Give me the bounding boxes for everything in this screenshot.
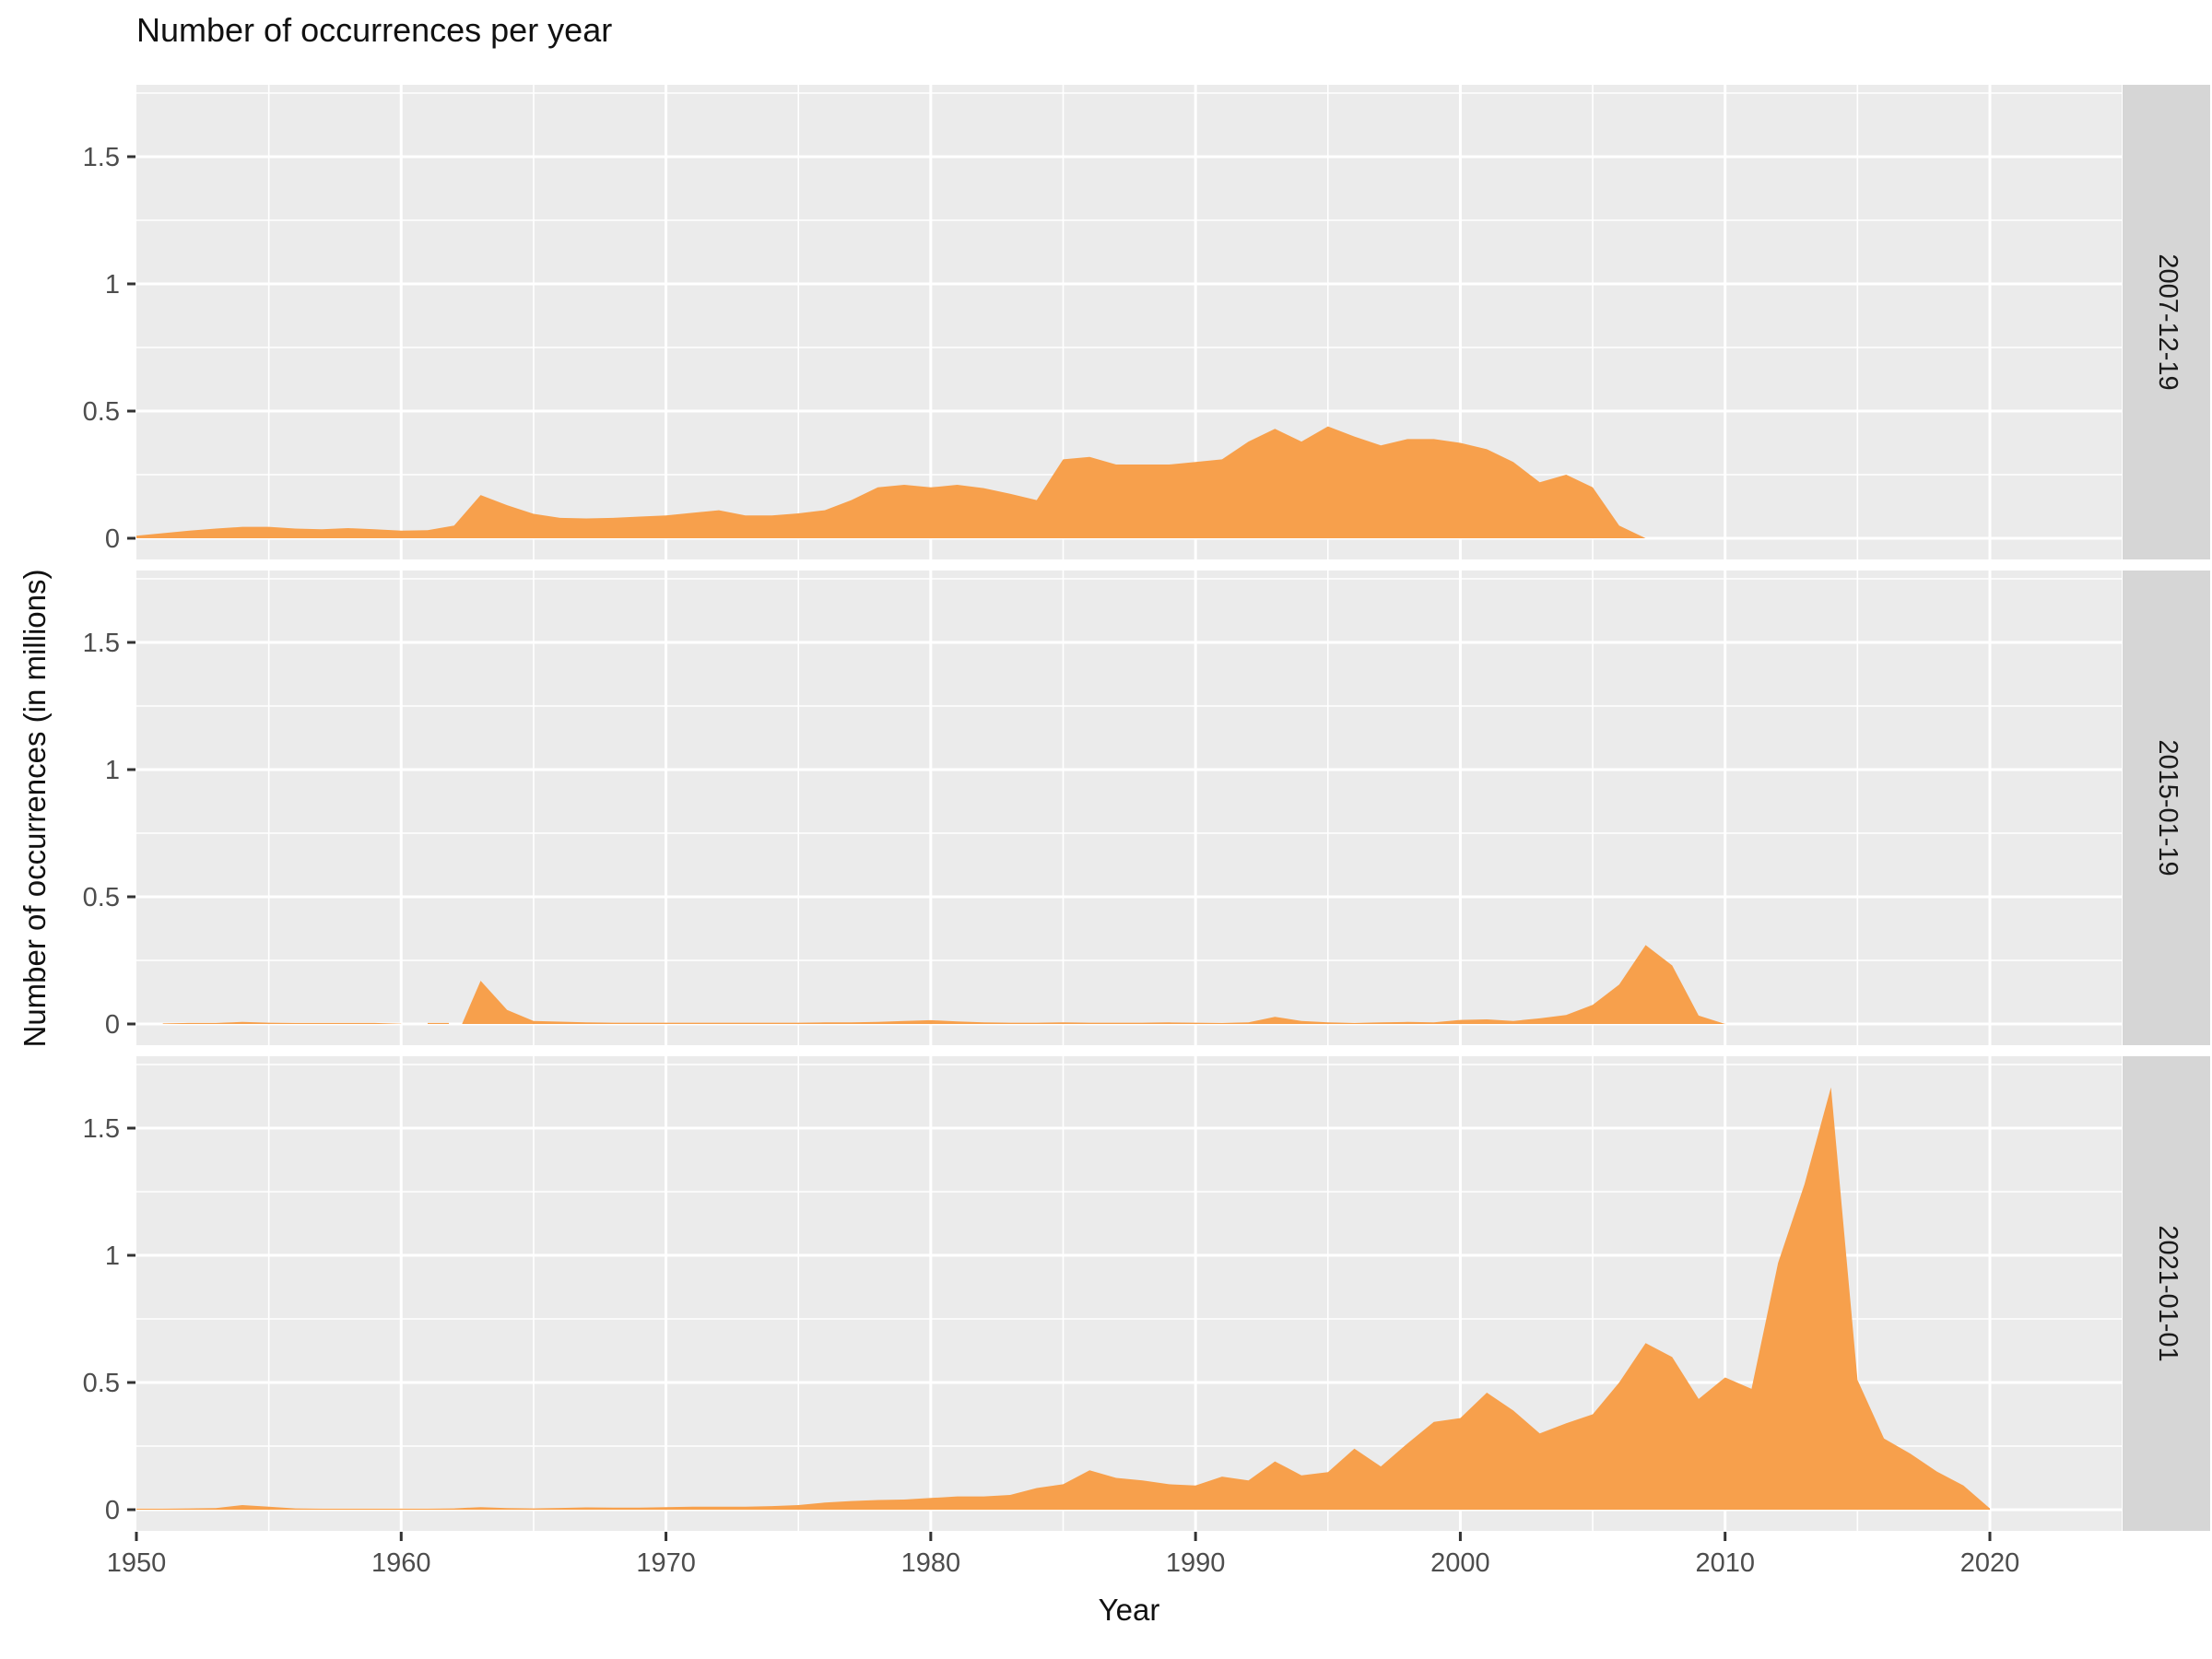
panel-bg-2015-01-19 [136, 571, 2122, 1045]
x-axis-title: Year [1098, 1593, 1160, 1627]
x-tick-label: 2010 [1695, 1548, 1755, 1578]
x-tick-label: 1950 [107, 1548, 167, 1578]
x-tick-label: 2000 [1430, 1548, 1490, 1578]
y-tick-label: 1.5 [83, 629, 120, 658]
occurrence-area-2007-12-19 [136, 426, 1646, 538]
y-tick-label: 1 [105, 756, 120, 785]
facet-strip-label: 2015-01-19 [2153, 739, 2183, 876]
occurrence-area-2015-01-19 [462, 945, 1725, 1024]
y-tick-label: 1 [105, 270, 120, 300]
occurrence-area-2021-01-01 [136, 1087, 1990, 1510]
y-tick-label: 0 [105, 524, 120, 554]
y-tick-label: 1.5 [83, 1114, 120, 1144]
y-tick-label: 0.5 [83, 397, 120, 427]
facet-strip-label: 2007-12-19 [2153, 253, 2183, 390]
occurrence-area-2015-01-19 [162, 1021, 402, 1024]
x-tick-label: 1990 [1166, 1548, 1226, 1578]
y-tick-label: 0.5 [83, 883, 120, 912]
chart-title: Number of occurrences per year [136, 11, 613, 49]
x-tick-label: 1970 [636, 1548, 696, 1578]
y-tick-label: 1.5 [83, 143, 120, 172]
y-tick-label: 1 [105, 1241, 120, 1271]
facet-strip-2007-12-19 [2123, 85, 2210, 559]
facet-strip-2021-01-01 [2123, 1056, 2210, 1531]
y-tick-label: 0 [105, 1010, 120, 1040]
x-tick-label: 1980 [901, 1548, 961, 1578]
occurrence-area-2015-01-19 [428, 1022, 449, 1024]
facet-strip-label: 2021-01-01 [2153, 1225, 2183, 1361]
y-tick-label: 0.5 [83, 1369, 120, 1398]
x-tick-label: 1960 [371, 1548, 431, 1578]
y-tick-label: 0 [105, 1496, 120, 1525]
facet-strip-2015-01-19 [2123, 571, 2210, 1045]
x-tick-label: 2020 [1960, 1548, 2020, 1578]
